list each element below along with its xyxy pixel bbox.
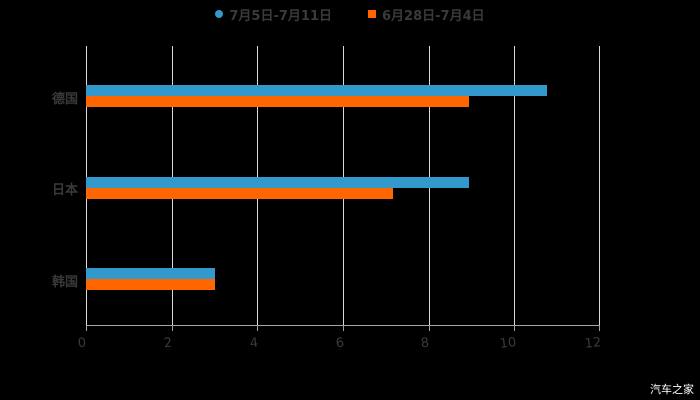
legend-label-series-1: 7月5日-7月11日 bbox=[229, 8, 332, 24]
watermark-text: 汽车之家 bbox=[650, 383, 694, 396]
legend-square-icon bbox=[368, 10, 376, 18]
chart-legend: 7月5日-7月11日 6月28日-7月4日 bbox=[0, 4, 700, 24]
legend-item-series-2[interactable]: 6月28日-7月4日 bbox=[368, 5, 485, 24]
x-tick-label-12: 12 bbox=[583, 335, 603, 352]
bar-korea-series-2[interactable] bbox=[86, 279, 215, 290]
bar-germany-series-2[interactable] bbox=[86, 96, 469, 107]
category-label-germany: 德国 bbox=[51, 92, 78, 107]
legend-circle-icon bbox=[215, 10, 224, 18]
x-tick-label-0: 0 bbox=[77, 335, 87, 352]
category-label-japan: 日本 bbox=[51, 183, 78, 198]
bar-korea-series-1[interactable] bbox=[86, 268, 215, 279]
x-tick-label-4: 4 bbox=[249, 335, 259, 352]
x-tick bbox=[514, 326, 516, 331]
gridline-12 bbox=[599, 46, 600, 326]
x-tick-label-8: 8 bbox=[420, 335, 430, 352]
x-tick bbox=[343, 326, 344, 331]
bar-germany-series-1[interactable] bbox=[86, 85, 547, 96]
legend-item-series-1[interactable]: 7月5日-7月11日 bbox=[215, 5, 332, 24]
category-label-korea: 韩国 bbox=[51, 275, 78, 290]
x-tick-label-10: 10 bbox=[498, 335, 518, 352]
x-tick bbox=[257, 326, 259, 331]
gridline-10 bbox=[514, 46, 516, 326]
x-tick bbox=[86, 326, 87, 331]
plot-area bbox=[86, 46, 600, 331]
x-tick-label-6: 6 bbox=[335, 335, 345, 352]
bar-japan-series-2[interactable] bbox=[86, 188, 393, 199]
legend-label-series-2: 6月28日-7月4日 bbox=[382, 8, 485, 24]
x-tick bbox=[428, 326, 430, 331]
x-axis-line bbox=[86, 325, 600, 326]
bar-japan-series-1[interactable] bbox=[86, 177, 469, 188]
x-tick bbox=[599, 326, 600, 331]
x-tick bbox=[171, 326, 173, 331]
x-tick-label-2: 2 bbox=[163, 335, 173, 352]
